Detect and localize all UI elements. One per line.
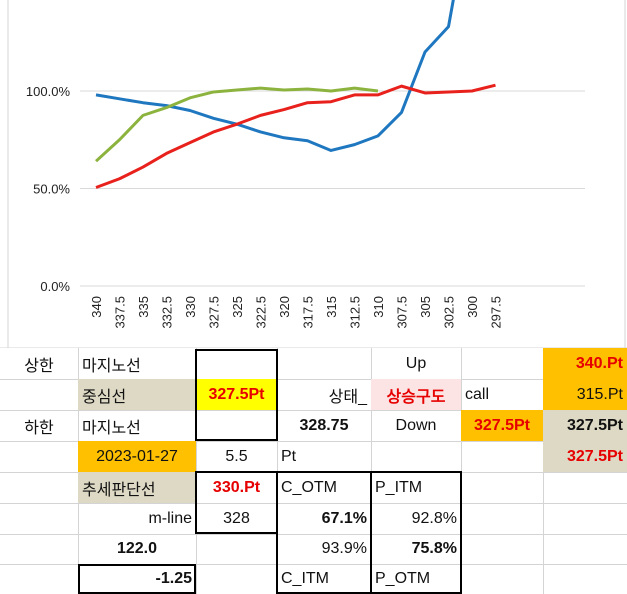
x-tick-label: 325 [230,296,245,318]
x-tick-label: 337.5 [113,296,128,329]
call-label[interactable]: call [465,385,490,403]
right-value[interactable]: 327.5Pt [543,441,627,472]
x-tick-label: 297.5 [489,296,504,329]
center-line-value[interactable]: 327.5Pt [196,379,277,410]
x-tick-label: 307.5 [395,296,410,329]
value-122[interactable]: 122.0 [116,540,158,557]
x-tick-label: 335 [136,296,151,318]
x-tick-label: 310 [371,296,386,318]
x-tick-label: 340 [89,296,104,318]
status-label[interactable]: 상태_ [328,388,367,406]
lower-limit-value[interactable]: 328.75 [299,416,349,434]
up-label[interactable]: Up [405,354,427,372]
x-tick-label: 320 [277,296,292,318]
p-itm-label[interactable]: P_ITM [375,478,423,496]
p-itm-percent[interactable]: 92.8% [411,509,457,527]
x-tick-label: 330 [183,296,198,318]
status-value[interactable]: 상승구도 [371,379,461,410]
m-line-label[interactable]: m-line [148,509,192,527]
down-label[interactable]: Down [395,416,437,434]
x-tick-label: 300 [465,296,480,318]
x-tick-label: 332.5 [160,296,175,329]
trend-line-value[interactable]: 330.Pt [212,478,261,496]
option-box-divider [370,471,372,594]
date-cell[interactable]: 2023-01-27 [78,441,196,472]
x-tick-label: 305 [418,296,433,318]
c-itm-percent[interactable]: 93.9% [321,540,367,557]
down-value[interactable]: 327.5Pt [461,410,543,441]
upper-label[interactable]: 상한 [24,357,54,375]
series-line-3 [95,83,496,189]
x-tick-label: 317.5 [301,296,316,329]
point-unit[interactable]: Pt [281,447,297,465]
c-otm-percent[interactable]: 67.1% [321,509,367,527]
series-line-1 [95,0,455,152]
trend-line-label[interactable]: 추세판단선 [78,472,196,503]
c-itm-label[interactable]: C_ITM [281,570,329,587]
call-value[interactable]: 315.Pt [543,379,627,410]
lower-label[interactable]: 하한 [24,419,54,437]
point-count[interactable]: 5.5 [225,447,248,465]
y-tick-label: 50.0% [33,182,70,197]
c-otm-label[interactable]: C_OTM [281,478,337,496]
upper-limit-label[interactable]: 마지노선 [82,357,141,375]
y-tick-label: 0.0% [40,279,70,294]
p-otm-label[interactable]: P_OTM [375,570,431,587]
x-tick-label: 312.5 [348,296,363,329]
x-tick-label: 327.5 [207,296,222,329]
x-tick-label: 315 [324,296,339,318]
x-tick-label: 302.5 [442,296,457,329]
chart-canvas: 0.0% 50.0% 100.0% 340 337.5 335 332.5 330 327.5… [0,0,627,348]
p-otm-percent[interactable]: 75.8% [411,540,457,557]
series-line-2 [94,86,379,163]
spreadsheet: 상한 마지노선 Up 340.Pt 중심선 327.5Pt 상태_ 상승구도 c… [0,348,627,594]
chart-background [0,0,627,348]
value-minus[interactable]: -1.25 [155,570,192,587]
center-line-label[interactable]: 중심선 [78,379,196,410]
up-value[interactable]: 340.Pt [543,348,627,379]
line-chart: 0.0% 50.0% 100.0% 340 337.5 335 332.5 330 327.5… [0,0,627,348]
down-value-2[interactable]: 327.5Pt [543,410,627,441]
lower-limit-label[interactable]: 마지노선 [82,419,141,437]
y-tick-label: 100.0% [26,84,71,99]
m-line-value[interactable]: 328 [223,509,250,527]
x-tick-label: 322.5 [254,296,269,329]
